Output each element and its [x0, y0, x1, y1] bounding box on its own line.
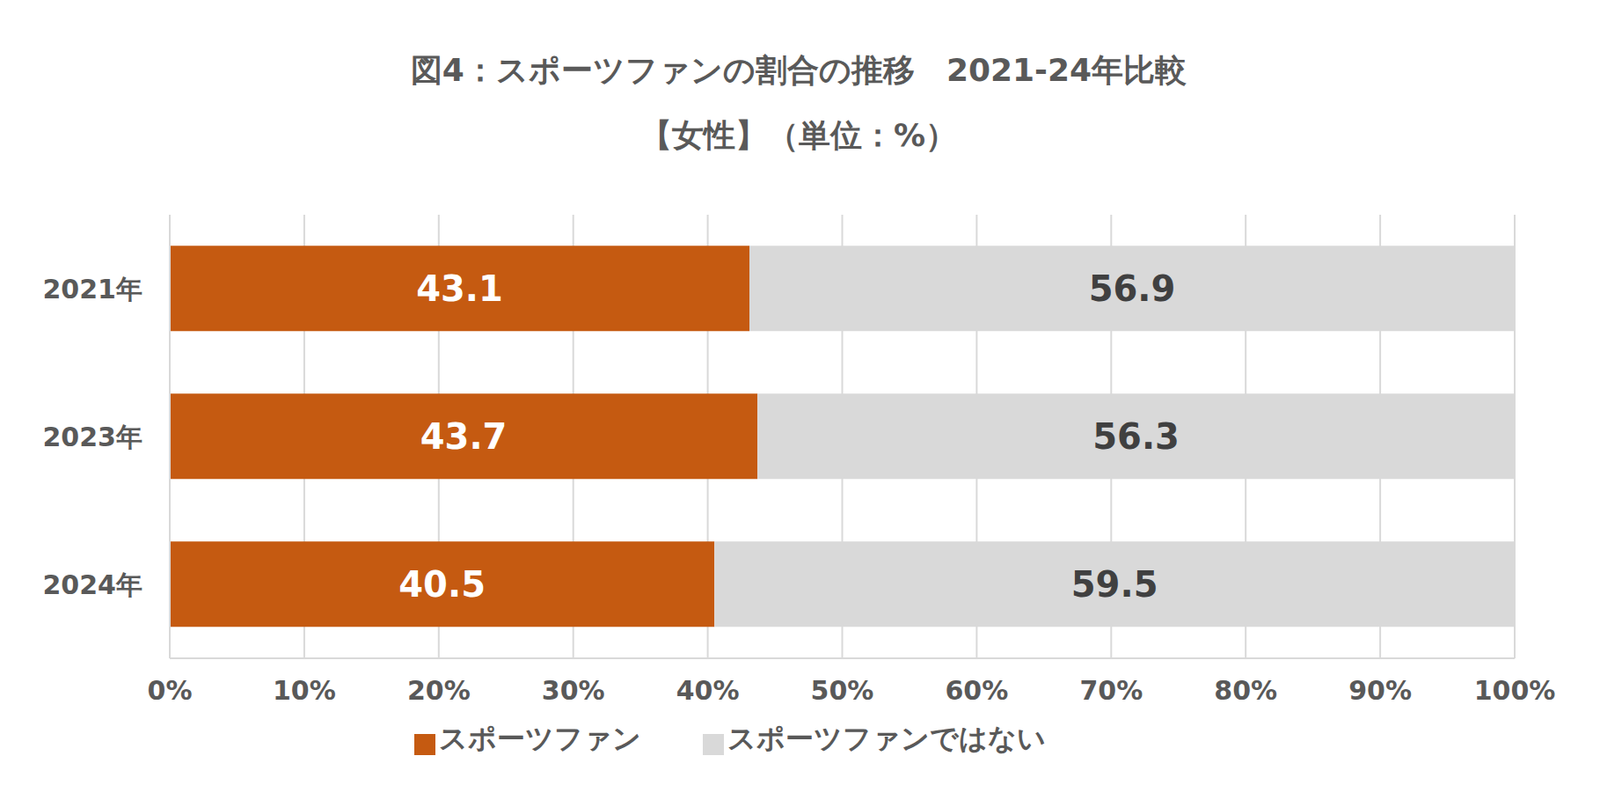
svg-text:80%: 80% — [1213, 674, 1278, 706]
svg-text:50%: 50% — [810, 674, 875, 706]
svg-text:20%: 20% — [407, 674, 471, 706]
html-text:【女性】（単位：%）: 【女性】（単位：%） — [640, 116, 958, 154]
html-text:スポーツファン: スポーツファン — [438, 721, 642, 755]
svg-text:43.1: 43.1 — [416, 268, 504, 309]
svg-text:0%: 0% — [147, 674, 193, 706]
svg-text:70%: 70% — [1079, 674, 1143, 706]
svg-text:40.5: 40.5 — [398, 563, 486, 605]
svg-text:56.9: 56.9 — [1088, 268, 1177, 309]
html-text:図4：スポーツファンの割合の推移 2021-24年比較: 図4：スポーツファンの割合の推移 2021-24年比較 — [410, 51, 1187, 88]
svg-text:40%: 40% — [676, 674, 740, 706]
html-text:スポーツファンではない: スポーツファンではない — [727, 721, 1046, 755]
svg-text:59.5: 59.5 — [1071, 563, 1159, 605]
svg-text:43.7: 43.7 — [420, 416, 508, 457]
svg-text:56.3: 56.3 — [1092, 416, 1180, 457]
svg-text:60%: 60% — [944, 674, 1009, 706]
svg-text:100%: 100% — [1474, 674, 1557, 706]
svg-text:90%: 90% — [1348, 674, 1412, 706]
svg-text:2024年: 2024年 — [43, 569, 144, 600]
svg-text:10%: 10% — [272, 674, 337, 706]
svg-text:2023年: 2023年 — [43, 421, 144, 453]
svg-text:2021年: 2021年 — [43, 273, 144, 305]
svg-text:30%: 30% — [541, 674, 606, 706]
